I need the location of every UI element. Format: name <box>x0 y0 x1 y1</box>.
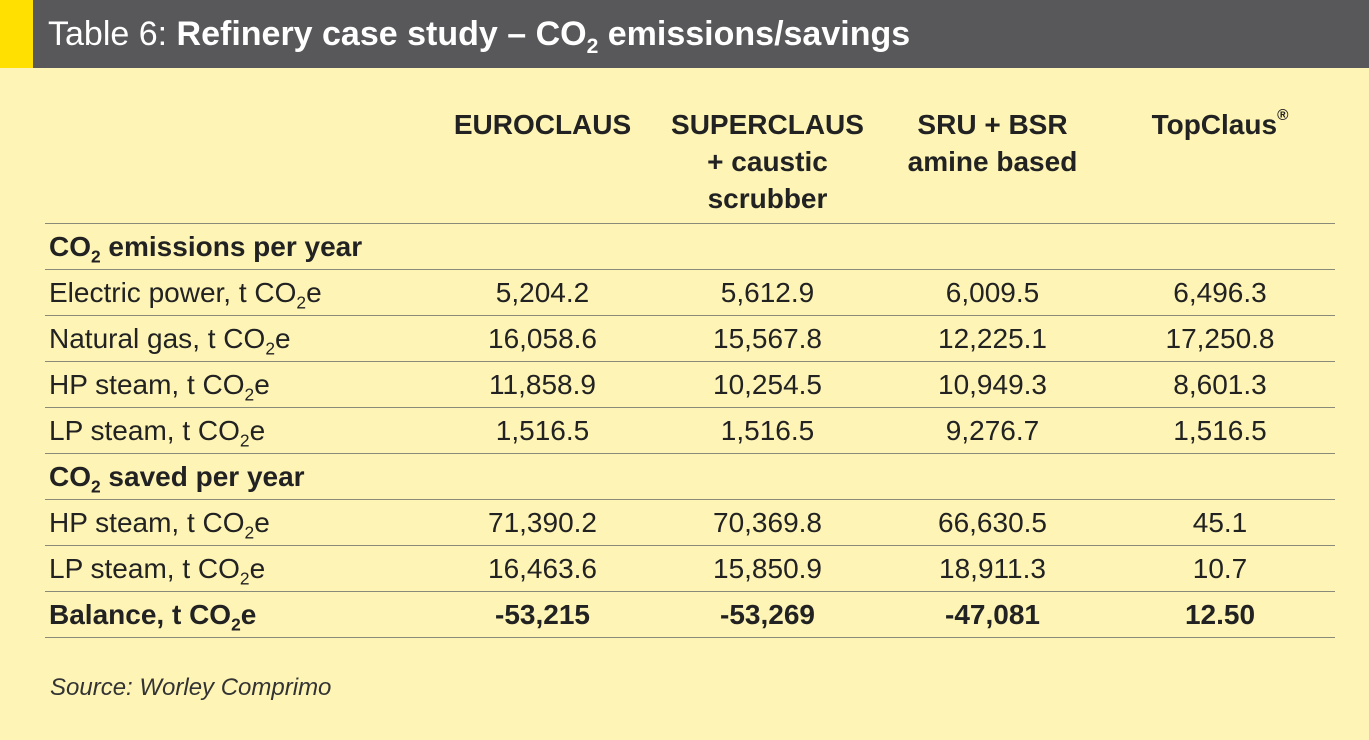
row-label: HP steam, t CO2e <box>45 361 430 408</box>
table-cell: 5,204.2 <box>430 269 655 316</box>
section-label: CO2 saved per year <box>45 453 1335 500</box>
section-label: CO2 emissions per year <box>45 223 1335 270</box>
table-cell: 10,949.3 <box>880 361 1105 408</box>
row-label: Electric power, t CO2e <box>45 269 430 316</box>
table-cell: 8,601.3 <box>1105 361 1335 408</box>
balance-cell: 12.50 <box>1105 591 1335 638</box>
balance-cell: -47,081 <box>880 591 1105 638</box>
col-header-sru-bsr: SRU + BSR amine based <box>880 106 1105 224</box>
balance-cell: -53,269 <box>655 591 880 638</box>
table-cell: 6,496.3 <box>1105 269 1335 316</box>
section-row-emissions: CO2 emissions per year <box>45 223 1335 270</box>
table-row: HP steam, t CO2e 71,390.2 70,369.8 66,630.5… <box>45 499 1335 546</box>
table-cell: 10.7 <box>1105 545 1335 592</box>
table-cell: 17,250.8 <box>1105 315 1335 362</box>
table-cell: 12,225.1 <box>880 315 1105 362</box>
emissions-table: EUROCLAUS SUPERCLAUS + caustic scrubber SR… <box>45 106 1335 638</box>
header-empty <box>45 106 430 224</box>
row-label: LP steam, t CO2e <box>45 545 430 592</box>
table-cell: 70,369.8 <box>655 499 880 546</box>
table-cell: 18,911.3 <box>880 545 1105 592</box>
table-cell: 11,858.9 <box>430 361 655 408</box>
title-bar: Table 6: Refinery case study – CO2 emiss… <box>0 0 1369 68</box>
source-note: Source: Worley Comprimo <box>50 674 332 701</box>
table-cell: 15,567.8 <box>655 315 880 362</box>
table-row: HP steam, t CO2e 11,858.9 10,254.5 10,949.3… <box>45 361 1335 408</box>
table-cell: 6,009.5 <box>880 269 1105 316</box>
balance-row: Balance, t CO2e -53,215 -53,269 -47,081 12.5… <box>45 591 1335 638</box>
col-header-euroclaus: EUROCLAUS <box>430 106 655 224</box>
balance-label: Balance, t CO2e <box>45 591 430 638</box>
table-cell: 16,058.6 <box>430 315 655 362</box>
col-header-topclaus: TopClaus® <box>1105 106 1335 224</box>
row-label: HP steam, t CO2e <box>45 499 430 546</box>
table-cell: 1,516.5 <box>1105 407 1335 454</box>
title-accent-bar <box>0 0 33 68</box>
table-row: Electric power, t CO2e 5,204.2 5,612.9 6,00… <box>45 269 1335 316</box>
row-label: Natural gas, t CO2e <box>45 315 430 362</box>
table-cell: 45.1 <box>1105 499 1335 546</box>
table-cell: 1,516.5 <box>430 407 655 454</box>
row-label: LP steam, t CO2e <box>45 407 430 454</box>
title-prefix: Table 6: <box>48 15 177 53</box>
table-cell: 16,463.6 <box>430 545 655 592</box>
balance-cell: -53,215 <box>430 591 655 638</box>
table-cell: 15,850.9 <box>655 545 880 592</box>
title-bold: Refinery case study – CO2 emissions/savi… <box>176 15 911 58</box>
table-cell: 1,516.5 <box>655 407 880 454</box>
table-cell: 5,612.9 <box>655 269 880 316</box>
table-row: LP steam, t CO2e 16,463.6 15,850.9 18,911.3… <box>45 545 1335 592</box>
section-row-saved: CO2 saved per year <box>45 453 1335 500</box>
table-cell: 66,630.5 <box>880 499 1105 546</box>
table-title: Table 6: Refinery case study – CO2 emiss… <box>48 11 910 57</box>
col-header-superclaus: SUPERCLAUS + caustic scrubber <box>655 106 880 224</box>
table-cell: 71,390.2 <box>430 499 655 546</box>
header-row: EUROCLAUS SUPERCLAUS + caustic scrubber SR… <box>45 106 1335 224</box>
table-row: LP steam, t CO2e 1,516.5 1,516.5 9,276.7 1,5… <box>45 407 1335 454</box>
table-cell: 9,276.7 <box>880 407 1105 454</box>
table-row: Natural gas, t CO2e 16,058.6 15,567.8 12,22… <box>45 315 1335 362</box>
table-cell: 10,254.5 <box>655 361 880 408</box>
